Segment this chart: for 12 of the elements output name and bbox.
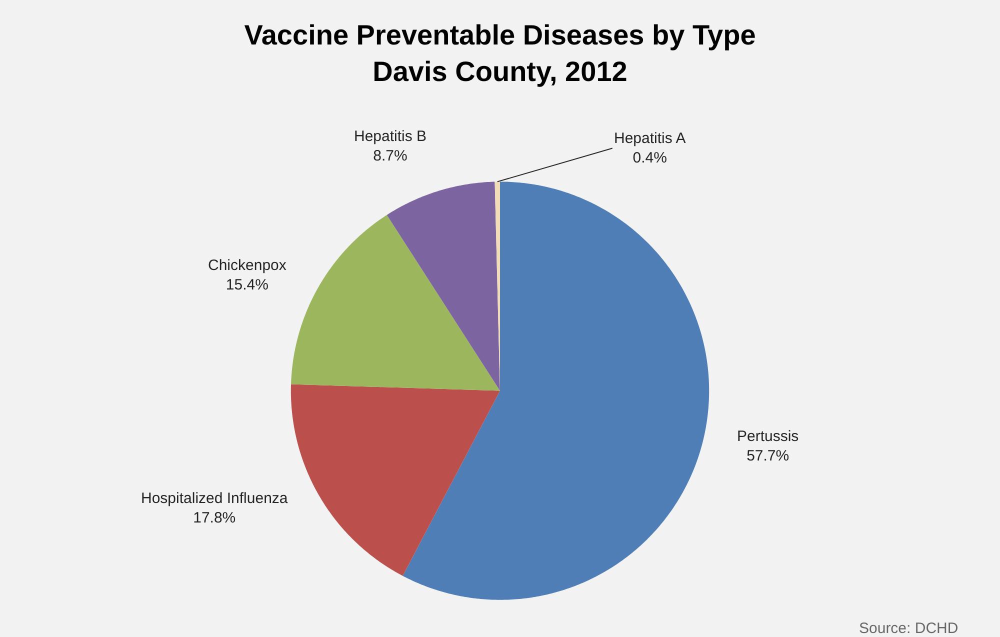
data-label: 15.4%: [226, 276, 268, 294]
slice-label: Hepatitis B: [354, 128, 427, 145]
source-note: Source: DCHD: [859, 620, 958, 637]
slice-label: Hepatitis A: [614, 130, 686, 147]
slice-label: Hospitalized Influenza: [141, 490, 288, 507]
chart-title: Vaccine Preventable Diseases by Type Davis County, 2012: [244, 20, 756, 87]
data-label: 17.8%: [193, 510, 236, 526]
data-label: 0.4%: [632, 150, 667, 166]
slice-label: Chickenpox: [208, 257, 287, 274]
data-label: 57.7%: [746, 448, 790, 464]
slice-label: Pertussis: [737, 428, 799, 445]
data-label: 8.7%: [373, 148, 408, 164]
